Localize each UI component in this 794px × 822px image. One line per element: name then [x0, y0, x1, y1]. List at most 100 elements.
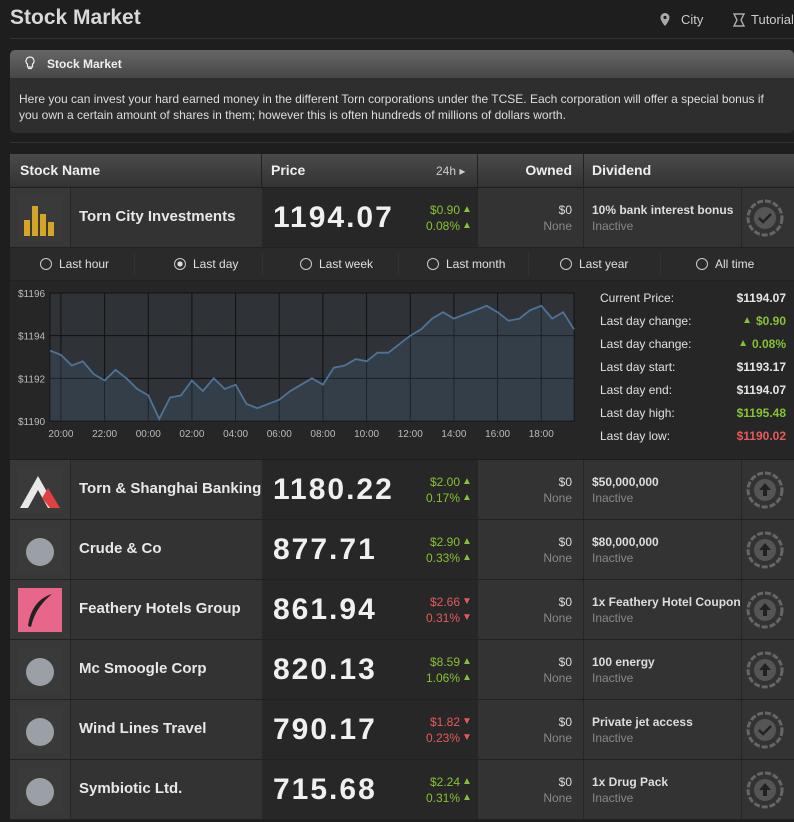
price-change-pct: 0.23%	[425, 731, 460, 745]
column-header[interactable]: 24h ▸	[436, 164, 466, 178]
owned-value: $0	[558, 595, 572, 609]
period-option[interactable]: Last day	[193, 257, 239, 271]
price-change-pct: 1.06%	[425, 671, 460, 685]
stock-row[interactable]: Crude & Co 877.71 $2.90 ▲ 0.33% ▲ $0 None $80,00…	[10, 520, 794, 580]
price-change: $8.59	[429, 655, 460, 669]
owned-shares: None	[543, 611, 572, 625]
y-tick-label: $1190	[18, 417, 46, 428]
logo-shape	[28, 594, 52, 627]
logo-shape	[42, 488, 60, 508]
info-box: Stock Market Here you can invest your ha…	[10, 50, 794, 133]
stock-name: Crude & Co	[79, 540, 162, 557]
cell-separator	[477, 460, 478, 519]
logo-bar	[48, 222, 54, 236]
owned-value: $0	[558, 655, 572, 669]
x-tick-label: 04:00	[223, 429, 248, 440]
cell-separator	[477, 640, 478, 699]
period-option[interactable]: Last month	[446, 257, 506, 271]
x-tick-label: 20:00	[48, 429, 73, 440]
dividend-name: 1x Feathery Hotel Coupon	[592, 595, 741, 609]
stock-price: 877.71	[273, 533, 377, 566]
cell-separator	[583, 580, 584, 639]
logo-shape	[26, 658, 54, 686]
radio[interactable]	[427, 258, 439, 270]
price-change: $2.24	[429, 775, 460, 789]
price-cell	[262, 760, 477, 819]
logo-bar	[40, 214, 46, 236]
nav-link[interactable]: Tutorial	[751, 12, 794, 27]
dividend-status: Inactive	[592, 611, 634, 625]
stock-row[interactable]: Wind Lines Travel 790.17 $1.82 ▼ 0.23% ▼ $0 Non…	[10, 700, 794, 760]
stock-row[interactable]: Torn City Investments 1194.07 $0.90 ▲ 0.08% ▲…	[10, 188, 794, 248]
company-logo	[18, 768, 62, 812]
radio[interactable]	[560, 258, 572, 270]
stat-value: $1190.02	[736, 429, 786, 443]
logo-shape	[26, 718, 54, 746]
price-cell	[262, 640, 477, 699]
cell-separator	[741, 580, 742, 639]
cell-separator	[583, 520, 584, 579]
stock-row[interactable]: Mc Smoogle Corp 820.13 $8.59 ▲ 1.06% ▲ $0 None 1…	[10, 640, 794, 700]
radio[interactable]	[174, 258, 186, 270]
plot-area	[49, 292, 575, 422]
stock-row[interactable]: Torn & Shanghai Banking 1180.22 $2.00 ▲ 0.17…	[10, 460, 794, 520]
stock-name: Torn City Investments	[79, 208, 236, 225]
period-option[interactable]: Last week	[319, 257, 374, 271]
dividend-icon[interactable]	[745, 770, 785, 810]
owned-value: $0	[558, 715, 572, 729]
stat-value: $1193.17	[736, 360, 786, 374]
dividend-status: Inactive	[592, 551, 634, 565]
dividend-icon[interactable]	[745, 470, 785, 510]
stock-row[interactable]: Symbiotic Ltd. 715.68 $2.24 ▲ 0.31% ▲ $0 None 1x…	[10, 760, 794, 820]
dividend-status: Inactive	[592, 731, 634, 745]
change-arrow: ▼	[462, 596, 472, 607]
dividend-status: Inactive	[592, 671, 634, 685]
radio[interactable]	[300, 258, 312, 270]
dividend-icon[interactable]	[745, 710, 785, 750]
stat-arrow: ▲	[738, 338, 748, 349]
cell-separator	[583, 188, 584, 247]
period-option[interactable]: Last year	[579, 257, 629, 271]
stat-label: Last day change:	[600, 337, 692, 351]
cell-separator	[583, 760, 584, 819]
info-header	[10, 50, 794, 78]
logo-bar	[24, 220, 30, 236]
price-change: $1.82	[429, 715, 460, 729]
owned-shares: None	[543, 731, 572, 745]
price-change: $0.90	[429, 203, 460, 217]
dividend-icon[interactable]	[745, 530, 785, 570]
dividend-name: 1x Drug Pack	[592, 775, 669, 789]
cell-separator	[583, 640, 584, 699]
cell-separator	[583, 460, 584, 519]
price-cell	[262, 580, 477, 639]
dividend-icon[interactable]	[745, 198, 785, 238]
dividend-icon[interactable]	[745, 650, 785, 690]
company-logo	[18, 196, 62, 240]
change-arrow: ▲	[462, 204, 472, 215]
owned-value: $0	[558, 203, 572, 217]
stock-price: 790.17	[273, 713, 377, 746]
owned-shares: None	[543, 551, 572, 565]
cell-separator	[741, 700, 742, 759]
change-arrow: ▲	[462, 476, 472, 487]
dividend-status: Inactive	[592, 491, 634, 505]
period-option[interactable]: All time	[715, 257, 755, 271]
x-tick-label: 10:00	[354, 429, 379, 440]
dividend-icon[interactable]	[745, 590, 785, 630]
radio[interactable]	[40, 258, 52, 270]
owned-value: $0	[558, 775, 572, 789]
pin-icon	[660, 13, 670, 26]
stock-row[interactable]: Feathery Hotels Group 861.94 $2.66 ▼ 0.31% ▼ $…	[10, 580, 794, 640]
column-header: Owned	[525, 162, 572, 178]
nav-link[interactable]: City	[681, 12, 704, 27]
price-change: $2.90	[429, 535, 460, 549]
radio[interactable]	[696, 258, 708, 270]
stat-label: Last day start:	[600, 360, 676, 374]
x-tick-label: 18:00	[529, 429, 554, 440]
column-separator	[261, 154, 262, 187]
stat-value: 0.08%	[751, 337, 786, 351]
dividend-name: 100 energy	[592, 655, 655, 669]
stat-label: Last day change:	[600, 314, 692, 328]
period-option[interactable]: Last hour	[59, 257, 110, 271]
